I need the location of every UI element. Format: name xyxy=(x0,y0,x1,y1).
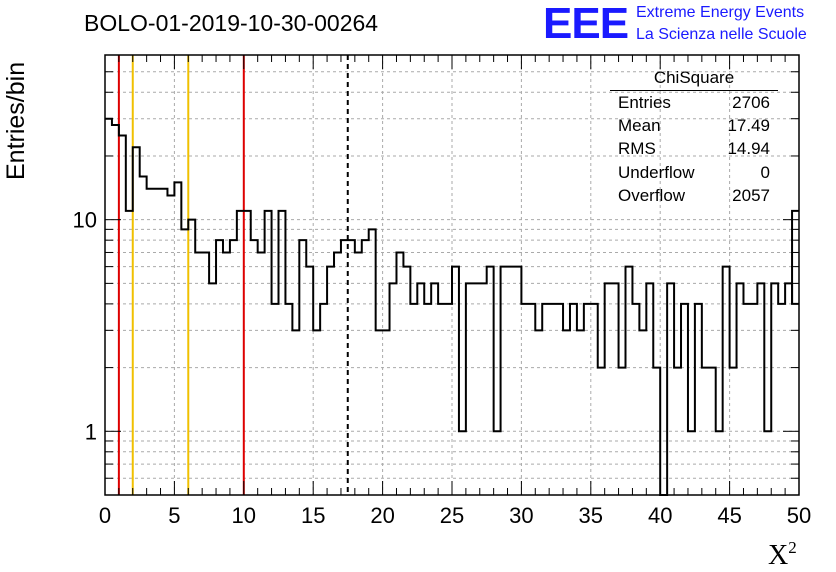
stats-row: Overflow 2057 xyxy=(610,184,778,207)
x-tick-label: 15 xyxy=(301,503,325,528)
x-tick-label: 5 xyxy=(168,503,180,528)
x-tick-label: 40 xyxy=(648,503,672,528)
stats-title: ChiSquare xyxy=(653,68,735,87)
stats-row: Underflow 0 xyxy=(610,161,778,184)
y-tick-label: 10 xyxy=(73,208,97,233)
x-tick-label: 10 xyxy=(232,503,256,528)
stats-value: 17.49 xyxy=(727,116,770,136)
x-tick-label: 35 xyxy=(579,503,603,528)
histogram-last-bin xyxy=(791,209,799,304)
stats-label: Mean xyxy=(618,116,661,136)
y-axis-label: Entries/bin xyxy=(2,61,30,180)
x-tick-label: 25 xyxy=(440,503,464,528)
stats-row: Mean 17.49 xyxy=(610,114,778,137)
stats-label: Underflow xyxy=(618,162,695,182)
stats-label: Entries xyxy=(618,93,671,112)
stats-label: RMS xyxy=(618,139,656,159)
x-axis-label-exponent: 2 xyxy=(788,538,797,557)
stats-value: 2057 xyxy=(732,185,770,205)
x-tick-label: 45 xyxy=(717,503,741,528)
x-tick-label: 50 xyxy=(787,503,811,528)
stats-value: 0 xyxy=(760,162,770,182)
stats-value: 14.94 xyxy=(727,139,770,159)
stats-box: ChiSquare Entries 2706 Mean 17.49 RMS 14.94… xyxy=(610,66,778,207)
x-axis-label: X2 xyxy=(768,538,797,572)
x-tick-label: 30 xyxy=(509,503,533,528)
x-tick-label: 0 xyxy=(99,503,111,528)
stats-row: RMS 14.94 xyxy=(610,137,778,160)
x-axis-label-base: X xyxy=(768,540,789,571)
logo-mark: EEE xyxy=(543,0,629,48)
y-tick-label: 1 xyxy=(85,419,97,444)
histogram-line xyxy=(105,117,799,496)
logo-line-2: La Scienza nelle Scuole xyxy=(636,26,807,43)
stats-label: Overflow xyxy=(618,185,686,205)
stats-divider xyxy=(610,90,778,91)
logo-line-1: Extreme Energy Events xyxy=(636,4,805,21)
stats-value: 2706 xyxy=(732,93,770,112)
x-tick-label: 20 xyxy=(370,503,394,528)
chart-title: BOLO-01-2019-10-30-00264 xyxy=(84,10,379,36)
stats-row: Entries 2706 xyxy=(610,91,778,114)
